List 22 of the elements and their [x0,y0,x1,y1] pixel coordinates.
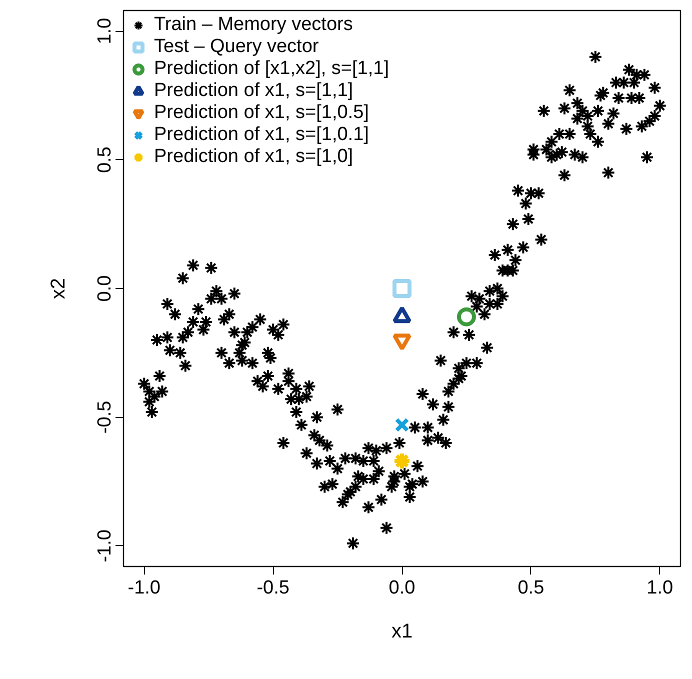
x-axis-title: x1 [391,620,413,642]
x-tick-label: 1.0 [646,578,674,598]
y-tick-label: 1.0 [94,18,116,44]
legend-label: Prediction of x1, s=[1,0.5] [154,102,369,124]
y-tick-label: -1.0 [94,530,116,562]
legend-label: Prediction of x1, s=[1,1] [154,80,354,102]
legend-label: Prediction of x1, s=[1,0.1] [154,124,369,146]
point [456,307,476,326]
legend-label: Prediction of x1, s=[1,0] [154,146,354,168]
y-tick-label: 0.5 [94,146,116,174]
legend-label: Prediction of [x1,x2], s=[1,1] [154,58,389,80]
y-axis-title: x2 [48,278,70,300]
x-tick-label: -1.0 [128,578,161,598]
legend-label: Train – Memory vectors [154,14,353,36]
x-tick-label: 0.5 [518,578,544,598]
y-tick-label: -0.5 [94,400,116,434]
x-tick-label: -0.5 [256,578,290,598]
point [392,279,412,298]
point [394,418,410,432]
y-tick-label: 0.0 [94,275,116,302]
x-tick-label: 0.0 [388,578,416,598]
legend-label: Test – Query vector [154,36,319,58]
